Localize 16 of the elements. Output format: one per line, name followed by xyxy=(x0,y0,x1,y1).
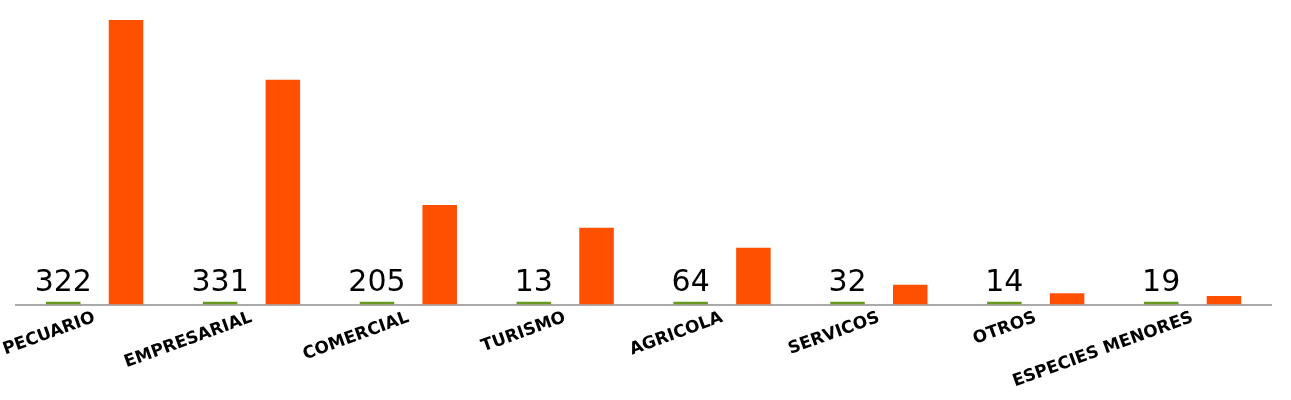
bar xyxy=(1206,296,1242,305)
annotation: 13 xyxy=(514,262,553,298)
annotation: 64 xyxy=(671,262,710,298)
annotation: 32 xyxy=(828,262,867,298)
annotation: 205 xyxy=(348,262,406,298)
bar xyxy=(736,247,771,305)
bar xyxy=(579,227,614,305)
annotation: 19 xyxy=(1142,262,1181,298)
bar xyxy=(422,205,457,305)
annotation: 14 xyxy=(985,262,1024,298)
bar xyxy=(265,79,301,305)
annotation: 322 xyxy=(34,262,92,298)
bar xyxy=(1049,293,1085,305)
bar xyxy=(893,284,928,305)
annotation: 331 xyxy=(191,262,249,298)
bar xyxy=(108,20,144,305)
